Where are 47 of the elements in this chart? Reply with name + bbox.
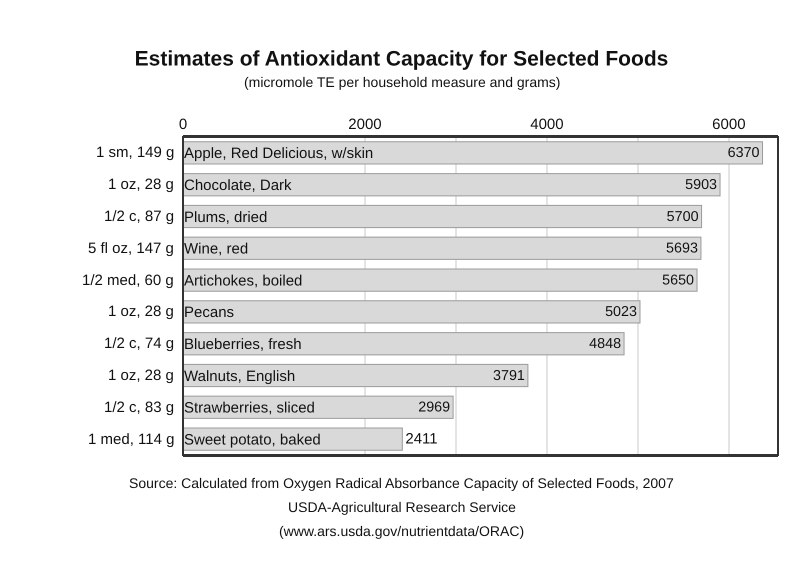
- text: 1 oz, 28 g: [108, 367, 174, 384]
- text: 1/2 c, 87 g: [104, 208, 174, 225]
- data-label: 2969: [418, 400, 450, 416]
- data-label: 5903: [685, 177, 718, 194]
- y-tick-label: Walnuts, English: [184, 368, 296, 385]
- bar: [183, 332, 625, 356]
- text: (www.ars.usda.gov/nutrientdata/ORAC): [279, 523, 524, 539]
- bar: [183, 364, 528, 388]
- bar: [183, 268, 698, 292]
- y-tick-label: Artichokes, boiled: [184, 272, 302, 290]
- text: 1 oz, 28 g: [108, 303, 174, 320]
- y-tick-label: Chocolate, Dark: [184, 176, 292, 194]
- data-label: 3791: [493, 368, 525, 384]
- text: USDA-Agricultural Research Service: [288, 499, 516, 515]
- text: 1 sm, 149 g: [96, 144, 174, 161]
- data-label: 5650: [662, 272, 694, 288]
- text: 5 fl oz, 147 g: [88, 240, 174, 257]
- bar: [183, 141, 764, 165]
- x-tick-label: 6000: [712, 116, 746, 133]
- x-tick-label: 0: [178, 116, 188, 133]
- bar: [183, 204, 702, 228]
- text: 1 med, 114 g: [88, 431, 174, 448]
- data-label: 5023: [605, 304, 637, 320]
- text: 1/2 c, 74 g: [104, 335, 174, 352]
- y-tick-label: Strawberries, sliced: [184, 400, 315, 417]
- data-label: 5693: [666, 240, 698, 257]
- y-tick-label: Plums, dried: [184, 208, 268, 226]
- text: 1 oz, 28 g: [108, 176, 174, 193]
- bar: [183, 236, 702, 260]
- bar: [183, 173, 721, 196]
- y-tick-label: Blueberries, fresh: [184, 336, 302, 353]
- data-label: 2411: [405, 430, 438, 448]
- chart-title: Estimates of Antioxidant Capacity for Selected Foods: [134, 47, 668, 70]
- bar: [183, 300, 640, 324]
- data-label: 5700: [666, 208, 699, 225]
- chart-subtitle: (micromole TE per household measure and grams): [244, 74, 560, 90]
- y-tick-label: Apple, Red Delicious, w/skin: [184, 145, 374, 162]
- y-tick-label: Pecans: [184, 304, 234, 322]
- x-tick-label: 2000: [348, 116, 382, 133]
- y-tick-label: Sweet potato, baked: [184, 431, 321, 448]
- source-note: Source: Calculated from Oxygen Radical Absorbance Capacity of Selected Foods, 2007: [129, 475, 674, 491]
- data-label: 4848: [589, 336, 622, 352]
- text: 1/2 med, 60 g: [82, 272, 174, 289]
- text: 1/2 c, 83 g: [104, 399, 174, 416]
- y-tick-label: Wine, red: [184, 240, 248, 258]
- x-tick-label: 4000: [530, 116, 564, 133]
- data-label: 6370: [728, 145, 760, 162]
